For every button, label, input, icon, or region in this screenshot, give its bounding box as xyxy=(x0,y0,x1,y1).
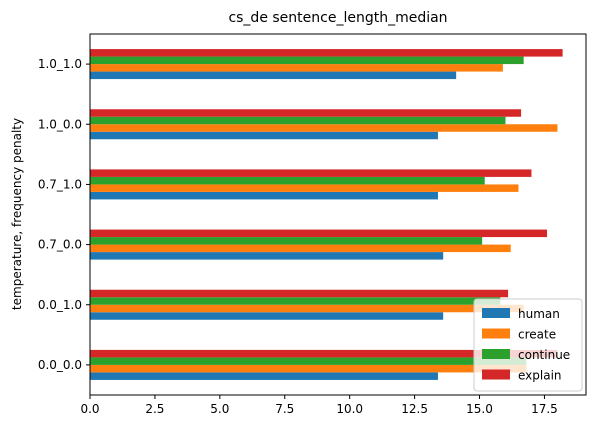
plot-frame xyxy=(89,33,587,396)
bars-layer xyxy=(90,49,563,380)
y-tick-label: 0.7_1.0 xyxy=(38,177,82,191)
legend-box xyxy=(473,298,583,392)
y-axis-label: temperature, frequency penalty xyxy=(10,118,24,310)
legend-swatch-explain xyxy=(482,369,510,380)
bar-human-1.0_1.0 xyxy=(90,71,457,80)
chart-title: cs_de sentence_length_median xyxy=(228,10,447,26)
bar-human-0.7_0.0 xyxy=(90,252,444,260)
x-tick-label: 0.0 xyxy=(80,402,99,416)
legend-label-human: human xyxy=(518,307,560,321)
bar-continue-0.7_0.0 xyxy=(90,237,483,245)
x-tick-label: 15.0 xyxy=(466,402,493,416)
legend-label-create: create xyxy=(518,328,556,342)
y-tick-label: 0.7_0.0 xyxy=(38,238,82,252)
y-tick-label: 0.0_0.0 xyxy=(38,358,82,372)
x-axis-ticks: 0.0 2.5 5.0 7.5 10.0 12.5 15.0 17.5 xyxy=(80,395,558,416)
bar-continue-0.7_1.0 xyxy=(90,176,485,185)
x-tick-label: 17.5 xyxy=(531,402,558,416)
bar-explain-0.7_0.0 xyxy=(90,229,548,238)
x-tick-label: 10.0 xyxy=(336,402,363,416)
x-tick-label: 12.5 xyxy=(401,402,428,416)
bar-explain-1.0_1.0 xyxy=(90,49,563,57)
bar-continue-1.0_0.0 xyxy=(90,116,506,125)
bar-create-0.0_1.0 xyxy=(90,304,524,313)
legend-swatch-human xyxy=(482,308,510,318)
y-tick-label: 1.0_0.0 xyxy=(38,117,82,131)
x-tick-label: 5.0 xyxy=(210,402,229,416)
bar-continue-1.0_1.0 xyxy=(90,56,524,65)
bar-human-0.0_0.0 xyxy=(90,372,438,380)
bar-create-1.0_0.0 xyxy=(90,124,558,132)
legend-label-continue: continue xyxy=(518,348,570,362)
bar-human-1.0_0.0 xyxy=(90,131,438,140)
bar-continue-0.0_1.0 xyxy=(90,297,501,305)
bar-create-0.7_0.0 xyxy=(90,244,511,253)
legend: human create continue explain xyxy=(473,298,583,392)
bar-create-0.7_1.0 xyxy=(90,184,519,192)
legend-swatch-create xyxy=(482,328,510,339)
bar-human-0.0_1.0 xyxy=(90,312,444,320)
bar-explain-1.0_0.0 xyxy=(90,109,522,117)
y-tick-label: 0.0_1.0 xyxy=(38,298,82,312)
bar-explain-0.7_1.0 xyxy=(90,169,532,177)
bar-explain-0.0_0.0 xyxy=(90,349,558,358)
y-tick-label: 1.0_1.0 xyxy=(38,57,82,71)
x-tick-label: 2.5 xyxy=(145,402,164,416)
x-tick-label: 7.5 xyxy=(275,402,294,416)
bar-explain-0.0_1.0 xyxy=(90,289,509,298)
bar-create-1.0_1.0 xyxy=(90,64,503,72)
bar-continue-0.0_0.0 xyxy=(90,357,527,365)
bar-human-0.7_1.0 xyxy=(90,191,438,200)
legend-label-explain: explain xyxy=(518,369,562,383)
bar-create-0.0_0.0 xyxy=(90,364,527,373)
y-axis-ticks: 0.0_0.0 0.0_1.0 0.7_0.0 0.7_1.0 1.0_0.0 1.0_1… xyxy=(38,57,90,372)
legend-swatch-continue xyxy=(482,349,510,359)
